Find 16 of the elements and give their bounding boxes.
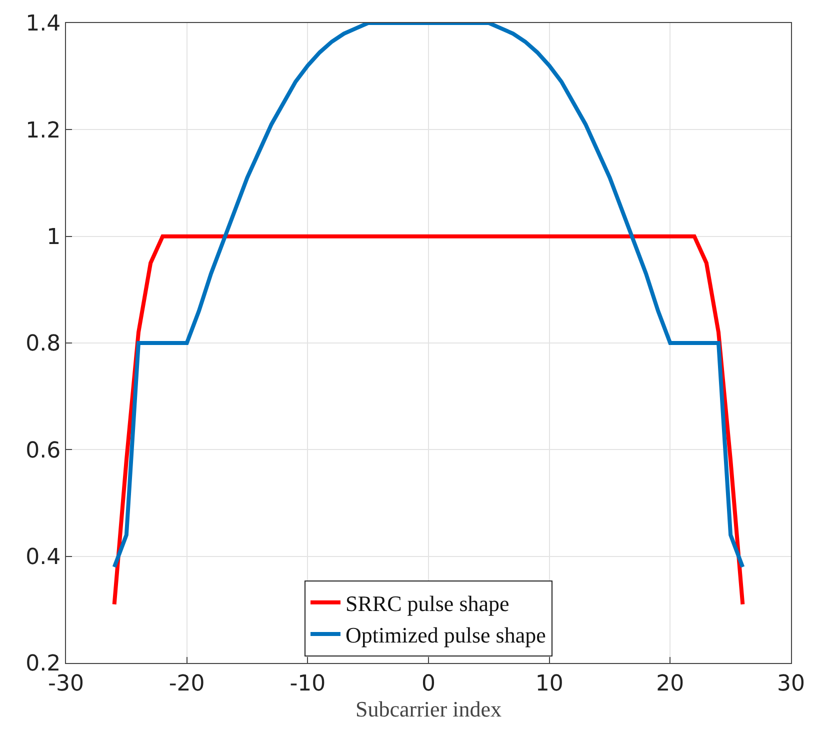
y-tick-label: 0.6: [26, 438, 61, 464]
x-tick-label: 20: [656, 671, 684, 696]
y-tick-label: 0.8: [26, 332, 61, 357]
y-tick-label: 0.4: [26, 545, 61, 570]
y-tick-label: 1: [46, 225, 61, 250]
x-tick-label: 10: [535, 671, 564, 696]
legend-label: SRRC pulse shape: [346, 590, 510, 616]
legend-label: Optimized pulse shape: [346, 622, 546, 648]
y-tick-label: 1.2: [26, 118, 61, 144]
x-tick-label: -20: [168, 671, 205, 696]
x-axis-title: Subcarrier index: [356, 696, 502, 722]
x-tick-label: 30: [777, 671, 805, 696]
x-tick-label: -10: [290, 671, 326, 696]
x-tick-label: 0: [422, 671, 436, 696]
y-tick-label: 1.4: [26, 12, 61, 37]
line-series: [112, 23, 745, 569]
